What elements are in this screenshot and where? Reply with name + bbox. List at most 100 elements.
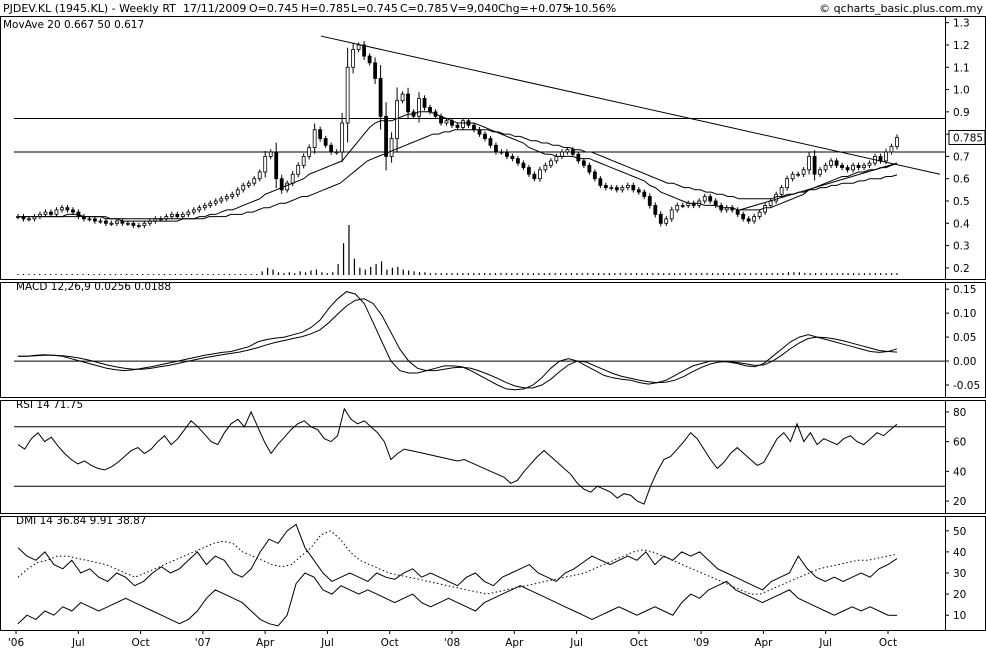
volume-bar — [798, 272, 800, 275]
price-candle — [301, 153, 306, 169]
x-tick-label: '07 — [195, 637, 211, 649]
price-candle — [851, 162, 855, 173]
price-candle — [98, 218, 103, 224]
volume-bar — [842, 273, 844, 275]
price-candle — [834, 158, 839, 169]
rsi-y-tick-label: 20 — [953, 496, 966, 508]
macd-y-tick-label: 0.05 — [953, 332, 976, 344]
price-candle — [757, 209, 762, 220]
price-candle — [812, 150, 817, 181]
price-candle — [334, 149, 339, 155]
volume-bar — [603, 273, 605, 275]
volume-bar — [17, 274, 19, 275]
price-candle — [472, 122, 476, 133]
price-candle — [521, 160, 526, 171]
x-tick-label: '06 — [8, 637, 25, 649]
volume-bar — [402, 269, 404, 275]
volume-bar — [809, 273, 811, 275]
panel-frames — [0, 16, 986, 631]
volume-bar — [652, 273, 654, 275]
rsi-y-tick-label: 80 — [953, 407, 966, 419]
volume-bar — [592, 273, 594, 275]
price-candle — [60, 205, 64, 213]
price-candle — [208, 200, 213, 209]
price-candle — [741, 211, 746, 222]
volume-bar — [136, 274, 138, 275]
price-candle — [658, 211, 663, 227]
price-candle — [252, 176, 257, 186]
price-candle — [768, 198, 773, 209]
volume-bar — [153, 274, 155, 275]
volume-bar — [60, 274, 63, 275]
price-candle — [653, 202, 658, 218]
price-candle — [274, 142, 279, 189]
volume-bar — [880, 273, 882, 275]
price-candle — [592, 169, 597, 182]
price-candle — [746, 216, 751, 224]
price-candle — [395, 87, 399, 152]
price-candle — [845, 164, 850, 173]
price-candle — [862, 162, 866, 171]
price-candle — [114, 218, 119, 226]
volume-bar — [782, 273, 784, 275]
volume-bar — [44, 274, 46, 275]
volume-bar — [836, 273, 838, 275]
volume-bar — [630, 273, 632, 275]
x-tick-label: Jul — [320, 637, 334, 649]
price-candle — [142, 220, 147, 229]
volume-bar — [587, 273, 589, 275]
price-candle — [147, 218, 152, 226]
dmi-plus-line — [17, 523, 898, 591]
x-tick-label: Jul — [818, 637, 832, 649]
x-tick-label: Jul — [71, 637, 85, 649]
volume-bar — [299, 271, 301, 275]
price-candle — [373, 57, 377, 84]
volume-bar — [831, 273, 833, 275]
price-candle — [675, 202, 680, 213]
dmi-minus-line — [17, 572, 898, 627]
volume-bar — [456, 273, 459, 275]
price-candle — [213, 198, 218, 206]
price-y-tick-label: 0.3 — [953, 241, 970, 253]
price-candle — [285, 180, 290, 193]
volume-bar — [348, 225, 350, 275]
price-candle — [724, 205, 729, 213]
price-candle — [417, 92, 421, 123]
price-candle — [246, 180, 251, 189]
header-date: 17/11/2009 — [183, 2, 246, 15]
volume-bar — [733, 273, 735, 275]
volume-bar — [484, 273, 486, 275]
rsi-y-tick-label: 40 — [953, 466, 966, 478]
volume-bar — [706, 273, 708, 275]
volume-bar — [131, 274, 133, 275]
price-candle — [230, 191, 235, 200]
price-candle — [109, 220, 114, 226]
price-y-tick-label: 1.0 — [953, 85, 970, 97]
volume-bar — [277, 272, 280, 275]
volume-bar — [364, 269, 366, 275]
volume-bar — [229, 274, 231, 275]
ma20-line — [18, 111, 898, 222]
volume-bar — [885, 273, 887, 275]
price-candle — [669, 206, 674, 222]
volume-bar — [858, 273, 860, 275]
volume-bar — [440, 273, 442, 275]
price-candle — [499, 149, 504, 155]
volume-bar — [386, 269, 388, 275]
last-price-box — [948, 129, 986, 145]
price-candle — [406, 87, 410, 119]
price-candle — [889, 143, 894, 155]
volume-bar — [869, 273, 871, 275]
price-candle — [43, 209, 48, 218]
price-candle — [362, 41, 367, 61]
volume-bar — [554, 273, 556, 275]
price-candle — [713, 198, 718, 209]
volume-bar — [250, 274, 252, 275]
price-candle — [384, 102, 388, 171]
x-tick-label: '09 — [693, 637, 709, 649]
reference-lines — [14, 118, 945, 487]
volume-bar — [196, 274, 198, 275]
volume-bar — [635, 273, 638, 275]
volume-bar — [337, 264, 339, 275]
